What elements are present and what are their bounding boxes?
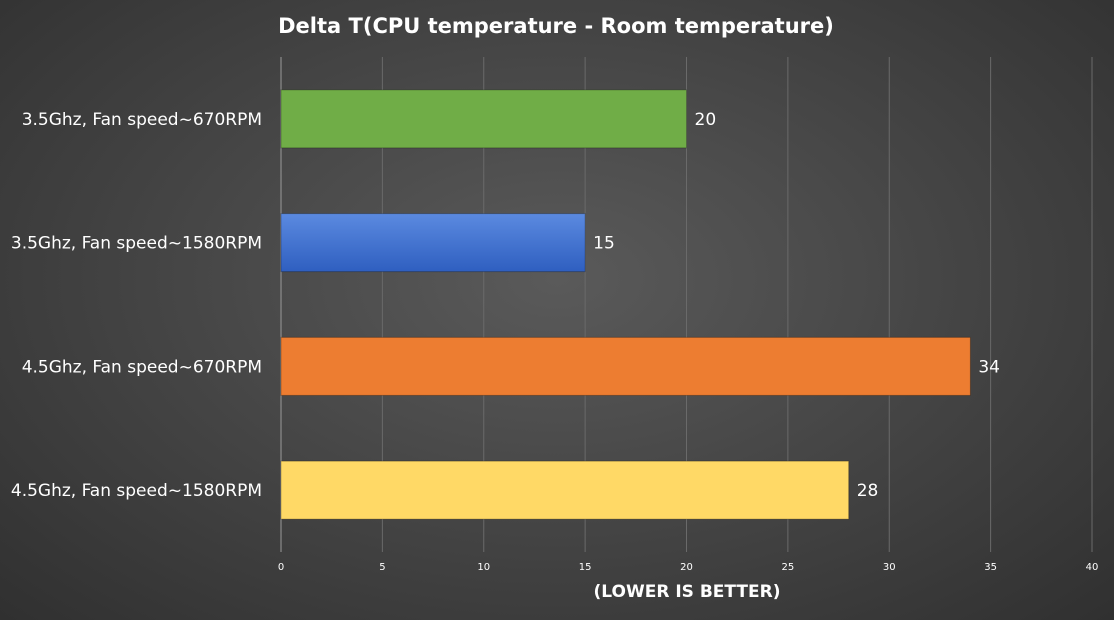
x-axis-label: (LOWER IS BETTER) (594, 582, 781, 602)
x-tick-label: 20 (680, 562, 693, 573)
value-labels: 20 15 34 28 (593, 110, 1000, 501)
bar (280, 460, 850, 520)
category-labels: 3.5Ghz, Fan speed~670RPM 3.5Ghz, Fan spee… (11, 110, 262, 501)
category-label: 4.5Ghz, Fan speed~670RPM (22, 357, 262, 377)
category-label: 3.5Ghz, Fan speed~670RPM (22, 110, 262, 130)
x-tick-label: 0 (278, 562, 284, 573)
category-label: 3.5Ghz, Fan speed~1580RPM (11, 234, 262, 254)
bar (280, 89, 687, 149)
category-label: 4.5Ghz, Fan speed~1580RPM (11, 481, 262, 501)
bar (280, 213, 586, 273)
x-tick-label: 40 (1086, 562, 1099, 573)
x-tick-label: 25 (782, 562, 795, 573)
data-label: 15 (593, 234, 615, 254)
x-tick-label: 10 (477, 562, 490, 573)
x-tick-label: 35 (984, 562, 997, 573)
x-tick-label: 15 (579, 562, 592, 573)
data-label: 20 (695, 110, 717, 130)
x-tick-label: 5 (379, 562, 385, 573)
x-tick-label: 30 (883, 562, 896, 573)
chart-title: Delta T(CPU temperature - Room temperatu… (278, 14, 834, 38)
bars (280, 89, 971, 520)
data-label: 28 (857, 481, 879, 501)
x-tick-labels: 0 5 10 15 20 25 30 35 40 (278, 562, 1099, 573)
data-label: 34 (978, 357, 1000, 377)
bar (280, 336, 971, 396)
